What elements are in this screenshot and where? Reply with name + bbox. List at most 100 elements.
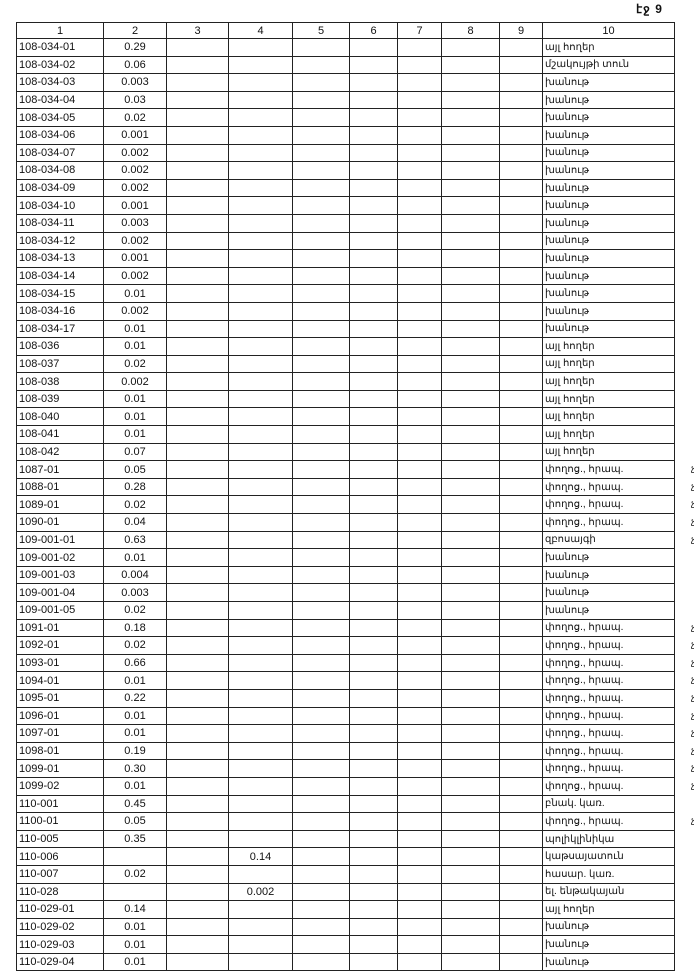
land-use-text: կաթսայատուն <box>545 851 624 863</box>
empty-cell <box>397 724 442 743</box>
empty-cell <box>349 829 398 849</box>
empty-cell <box>166 301 229 321</box>
table-row: 110-029-02 0.01 խանութ <box>16 917 675 937</box>
land-use-cell: խանութ <box>542 565 675 585</box>
margin-mark: չմ <box>691 779 694 790</box>
empty-cell <box>397 161 442 180</box>
parcel-code-cell: 1092-01 <box>16 636 104 655</box>
empty-cell <box>292 161 350 180</box>
empty-cell <box>166 653 229 673</box>
column-header-5: 5 <box>292 22 350 39</box>
land-use-text: ել. ենթակայան <box>545 886 625 898</box>
empty-cell <box>397 917 442 937</box>
land-use-text: այլ հողեր <box>545 340 595 352</box>
empty-cell <box>441 442 500 462</box>
empty-cell <box>349 671 398 690</box>
empty-cell <box>499 759 543 778</box>
parcel-code-cell: 108-034-17 <box>16 319 104 339</box>
table-row: 108-040 0.01 այլ հողեր <box>16 407 675 427</box>
empty-cell <box>499 372 543 391</box>
empty-cell <box>441 741 500 761</box>
empty-cell <box>292 231 350 251</box>
table-row: 108-034-04 0.03 խանութ <box>16 90 675 110</box>
empty-cell <box>292 213 350 233</box>
empty-cell <box>166 759 229 778</box>
parcel-code-cell: 108-037 <box>16 354 104 374</box>
empty-cell <box>349 125 398 145</box>
empty-cell <box>441 759 500 778</box>
area-cell: 0.07 <box>103 442 167 462</box>
table-row: 109-001-05 0.02 խանութ <box>16 601 675 620</box>
area-cell <box>103 847 167 866</box>
land-use-text: այլ հողեր <box>545 376 595 388</box>
empty-cell <box>166 389 229 409</box>
land-use-cell: այլ հողեր <box>542 337 675 356</box>
empty-cell <box>292 301 350 321</box>
area-col4-cell <box>228 706 293 726</box>
parcel-code-cell: 108-034-09 <box>16 178 104 198</box>
land-use-text: պոլիկլինիկա <box>545 833 615 845</box>
empty-cell <box>499 266 543 286</box>
empty-cell <box>349 213 398 233</box>
table-row: 110-007 0.02 հասար. կառ. <box>16 864 675 884</box>
area-col4-cell <box>228 601 293 620</box>
empty-cell <box>292 266 350 286</box>
empty-cell <box>292 724 350 743</box>
empty-cell <box>499 301 543 321</box>
empty-cell <box>441 864 500 884</box>
area-cell: 0.01 <box>103 407 167 427</box>
empty-cell <box>499 917 543 937</box>
empty-cell <box>397 389 442 409</box>
empty-cell <box>349 741 398 761</box>
empty-cell <box>499 548 543 567</box>
empty-cell <box>397 548 442 567</box>
empty-cell <box>441 161 500 180</box>
area-col4-cell <box>228 301 293 321</box>
empty-cell <box>292 759 350 778</box>
empty-cell <box>441 935 500 954</box>
empty-cell <box>349 724 398 743</box>
table-row: 1093-010.66 փողոց., հրապ. չմ <box>16 653 694 673</box>
table-row: 110-029-03 0.01 խանութ <box>16 935 675 954</box>
empty-cell <box>292 952 350 972</box>
empty-cell <box>292 794 350 814</box>
empty-cell <box>499 706 543 726</box>
empty-cell <box>292 900 350 919</box>
empty-cell <box>292 530 350 550</box>
land-use-text: խանութ <box>545 147 589 159</box>
empty-cell <box>166 952 229 972</box>
parcel-code-cell: 110-028 <box>16 882 104 902</box>
land-use-text: խանութ <box>545 921 589 933</box>
table-row: 108-036 0.01 այլ հողեր <box>16 337 675 356</box>
empty-cell <box>349 759 398 778</box>
empty-cell <box>166 55 229 75</box>
empty-cell <box>349 495 398 515</box>
parcel-code-cell: 1098-01 <box>16 741 104 761</box>
area-col4-cell <box>228 90 293 110</box>
column-header-6: 6 <box>349 22 398 39</box>
land-use-text: խանութ <box>545 939 589 951</box>
land-use-cell: փողոց., հրապ. չմ <box>542 741 694 761</box>
area-cell: 0.05 <box>103 460 167 479</box>
area-cell: 0.03 <box>103 90 167 110</box>
empty-cell <box>349 90 398 110</box>
parcel-code-cell: 108-034-16 <box>16 301 104 321</box>
land-use-cell: փողոց., հրապ. չմ <box>542 477 694 497</box>
parcel-code-cell: 110-029-04 <box>16 952 104 972</box>
empty-cell <box>166 266 229 286</box>
parcel-code-cell: 108-034-12 <box>16 231 104 251</box>
area-col4-cell <box>228 741 293 761</box>
empty-cell <box>397 706 442 726</box>
area-cell <box>103 882 167 902</box>
empty-cell <box>166 108 229 127</box>
empty-cell <box>349 565 398 585</box>
empty-cell <box>397 812 442 831</box>
land-use-cell: ել. ենթակայան <box>542 882 675 902</box>
area-cell: 0.19 <box>103 741 167 761</box>
empty-cell <box>166 125 229 145</box>
land-use-cell: այլ հողեր <box>542 442 675 462</box>
land-use-text: խանութ <box>545 288 589 300</box>
table-row: 108-034-12 0.002 խանութ <box>16 231 675 251</box>
parcel-code-cell: 1093-01 <box>16 653 104 673</box>
empty-cell <box>349 372 398 391</box>
